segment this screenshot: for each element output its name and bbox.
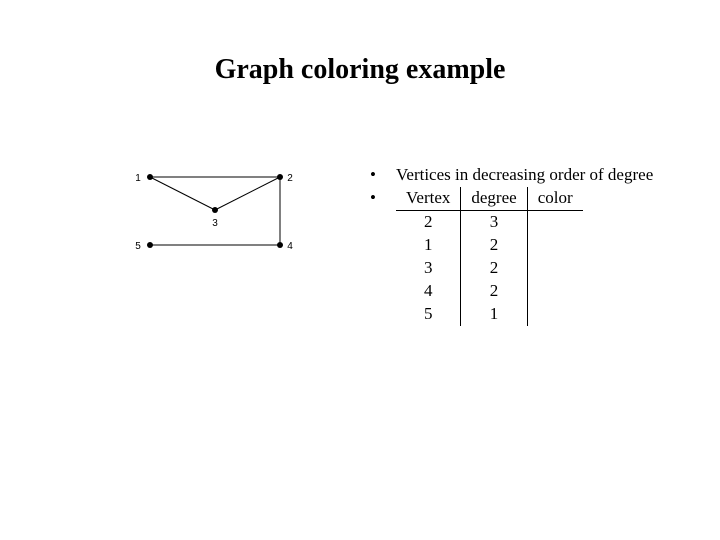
col-header-vertex: Vertex	[396, 187, 461, 210]
bullet-list: • Vertices in decreasing order of degree…	[370, 164, 653, 326]
cell-color	[527, 210, 582, 233]
graph-node	[277, 174, 283, 180]
cell-vertex: 2	[396, 210, 461, 233]
cell-color	[527, 280, 582, 303]
cell-vertex: 5	[396, 303, 461, 326]
graph-node	[277, 242, 283, 248]
bullet-line-2: • Vertex degree color 2 3	[370, 187, 653, 326]
cell-degree: 2	[461, 234, 527, 257]
table-row: 2 3	[396, 210, 583, 233]
graph-node-label: 3	[212, 218, 218, 229]
bullet-text-1: Vertices in decreasing order of degree	[396, 164, 653, 187]
cell-vertex: 3	[396, 257, 461, 280]
cell-color	[527, 303, 582, 326]
bullet-icon: •	[370, 187, 396, 210]
vertex-table-wrap: Vertex degree color 2 3 1 2	[396, 187, 583, 326]
graph-node-label: 5	[135, 241, 141, 252]
col-header-color: color	[527, 187, 582, 210]
graph-node-label: 4	[287, 241, 293, 252]
table-row: 5 1	[396, 303, 583, 326]
cell-degree: 2	[461, 280, 527, 303]
slide: Graph coloring example 12345 • Vertices …	[0, 0, 720, 540]
cell-degree: 3	[461, 210, 527, 233]
cell-degree: 1	[461, 303, 527, 326]
cell-degree: 2	[461, 257, 527, 280]
cell-color	[527, 234, 582, 257]
page-title: Graph coloring example	[0, 54, 720, 86]
graph-node-label: 1	[135, 173, 141, 184]
graph-node	[147, 174, 153, 180]
graph-diagram: 1 2 3 4 5	[110, 165, 310, 275]
cell-vertex: 1	[396, 234, 461, 257]
cell-vertex: 4	[396, 280, 461, 303]
graph-node	[147, 242, 153, 248]
table-row: 4 2	[396, 280, 583, 303]
bullet-icon: •	[370, 164, 396, 187]
graph-edge	[150, 177, 215, 210]
graph-edge	[215, 177, 280, 210]
bullet-line-1: • Vertices in decreasing order of degree	[370, 164, 653, 187]
graph-node-label: 2	[287, 173, 293, 184]
vertex-degree-table: Vertex degree color 2 3 1 2	[396, 187, 583, 326]
table-row: 1 2	[396, 234, 583, 257]
table-row: 3 2	[396, 257, 583, 280]
col-header-degree: degree	[461, 187, 527, 210]
graph-node	[212, 207, 218, 213]
cell-color	[527, 257, 582, 280]
table-header-row: Vertex degree color	[396, 187, 583, 210]
